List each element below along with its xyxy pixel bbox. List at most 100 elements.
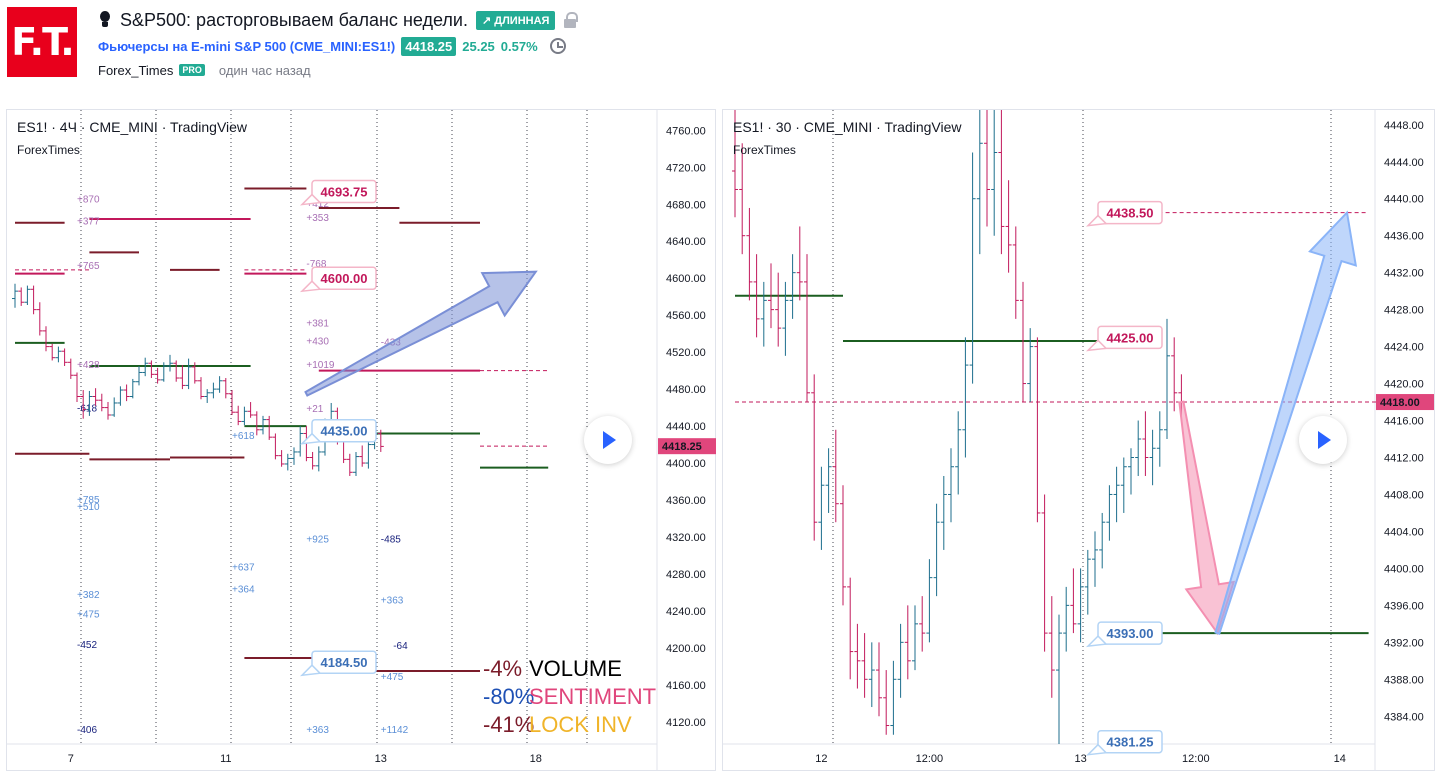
price-callout-box	[311, 650, 377, 674]
candle	[67, 358, 74, 379]
price-tick-label: 4320.00	[666, 532, 706, 544]
forextimes-logo[interactable]: F.T.	[7, 7, 77, 77]
candle	[315, 446, 322, 472]
time-tick-label: 12	[815, 753, 827, 765]
callout-pointer	[1085, 214, 1108, 227]
level-annotation: +618	[232, 431, 255, 442]
chart-30m-canvas[interactable]: 4448.00 4444.00 4440.00 4436.00 4432.00 4428.…	[723, 110, 1436, 772]
level-annotation: +377	[77, 217, 100, 228]
candle	[1056, 614, 1062, 744]
price-callout-box	[311, 418, 377, 443]
chart-4h[interactable]: 4760.00 4720.00 4680.00 4640.00 4600.00 4560.…	[6, 109, 716, 771]
chart-4h-canvas[interactable]: 4760.00 4720.00 4680.00 4640.00 4600.00 4560.…	[7, 110, 717, 772]
candle	[309, 451, 316, 470]
candle	[804, 254, 810, 403]
play-button[interactable]	[1299, 416, 1347, 464]
candle	[61, 348, 68, 367]
level-annotation: +363	[306, 725, 329, 736]
candle	[216, 376, 223, 393]
candle	[854, 623, 861, 689]
candle	[890, 660, 897, 735]
price-tick-label: 4440.00	[666, 421, 706, 433]
time-tick-label: 11	[220, 753, 231, 765]
legend-pct: -41%	[483, 712, 534, 737]
level-annotation: +475	[381, 672, 404, 683]
candle	[753, 254, 760, 338]
candle	[1113, 466, 1120, 523]
candle	[12, 283, 18, 308]
candle	[1135, 420, 1142, 476]
candle	[976, 110, 983, 255]
price-tick-label: 4360.00	[666, 495, 706, 507]
price-callout-box	[1097, 621, 1163, 645]
candle	[229, 390, 235, 415]
callout-pointer	[1085, 635, 1108, 648]
candle	[775, 272, 782, 347]
symbol-link[interactable]: Фьючерсы на E-mini S&P 500 (CME_MINI:ES1…	[98, 38, 396, 54]
level-annotation: -618	[77, 403, 97, 414]
candle	[160, 362, 167, 382]
chart-caption: ES1! · 4Ч · CME_MINI · TradingView	[17, 119, 248, 135]
candle	[365, 439, 372, 469]
price-tick-label: 4160.00	[666, 680, 706, 692]
price-tick-label: 4444.00	[1384, 157, 1424, 169]
price-tick-label: 4416.00	[1384, 416, 1424, 428]
price-tick-label: 4520.00	[666, 347, 706, 359]
price-tick-label: 4600.00	[666, 273, 706, 285]
candle	[933, 503, 940, 597]
callout-pointer	[1085, 339, 1108, 352]
candle	[291, 447, 297, 465]
candle	[832, 429, 839, 523]
candle	[142, 357, 149, 377]
author-link[interactable]: Forex_Times	[98, 62, 174, 78]
candle	[1128, 448, 1134, 495]
candle	[129, 378, 136, 399]
candle	[30, 285, 37, 315]
candle	[861, 633, 868, 698]
level-annotation: +21	[306, 404, 323, 415]
candle	[1048, 596, 1055, 698]
callout-pointer	[299, 432, 322, 445]
candle	[904, 605, 911, 680]
alarm-clock-icon[interactable]	[549, 38, 566, 54]
idea-header: F.T. S&P500: расторговываем баланс недел…	[0, 0, 1441, 100]
candle	[1164, 318, 1170, 440]
candle	[297, 426, 304, 457]
idea-title: S&P500: расторговываем баланс недели.	[120, 9, 468, 30]
level-annotation: +428	[77, 360, 100, 371]
candle	[1005, 180, 1012, 273]
level-annotation: +1142	[381, 725, 409, 736]
price-callout-box	[1097, 729, 1163, 754]
callout-pointer	[1085, 743, 1108, 756]
candle	[984, 110, 990, 227]
candle	[136, 366, 142, 386]
play-button[interactable]	[584, 416, 632, 464]
candle	[962, 337, 969, 458]
candle	[1120, 457, 1127, 513]
price-change: 25.25	[462, 38, 495, 54]
candle	[173, 360, 180, 382]
legend-label: LOCK INV	[529, 712, 632, 737]
candle	[191, 362, 198, 384]
candle	[111, 397, 118, 417]
candle	[1171, 337, 1178, 412]
level-annotation: +382	[77, 590, 100, 601]
candle	[1020, 281, 1026, 403]
price-callout-label: 4435.00	[321, 424, 368, 439]
candle	[210, 382, 217, 399]
price-tick-label: 4400.00	[1384, 563, 1424, 575]
last-price-tag	[658, 438, 716, 455]
candle	[1099, 512, 1106, 569]
candle	[840, 485, 846, 606]
candle	[266, 415, 273, 440]
candle	[1063, 586, 1070, 652]
candle	[185, 358, 192, 390]
candle	[346, 453, 353, 476]
chart-30m[interactable]: 4448.00 4444.00 4440.00 4436.00 4432.00 4428.…	[722, 109, 1435, 771]
price-tick-label: 4404.00	[1384, 526, 1424, 538]
candle	[782, 281, 789, 356]
candle	[86, 390, 93, 416]
price-tick-label: 4120.00	[666, 717, 706, 729]
candle	[284, 453, 291, 471]
level-annotation: -64	[393, 641, 408, 652]
